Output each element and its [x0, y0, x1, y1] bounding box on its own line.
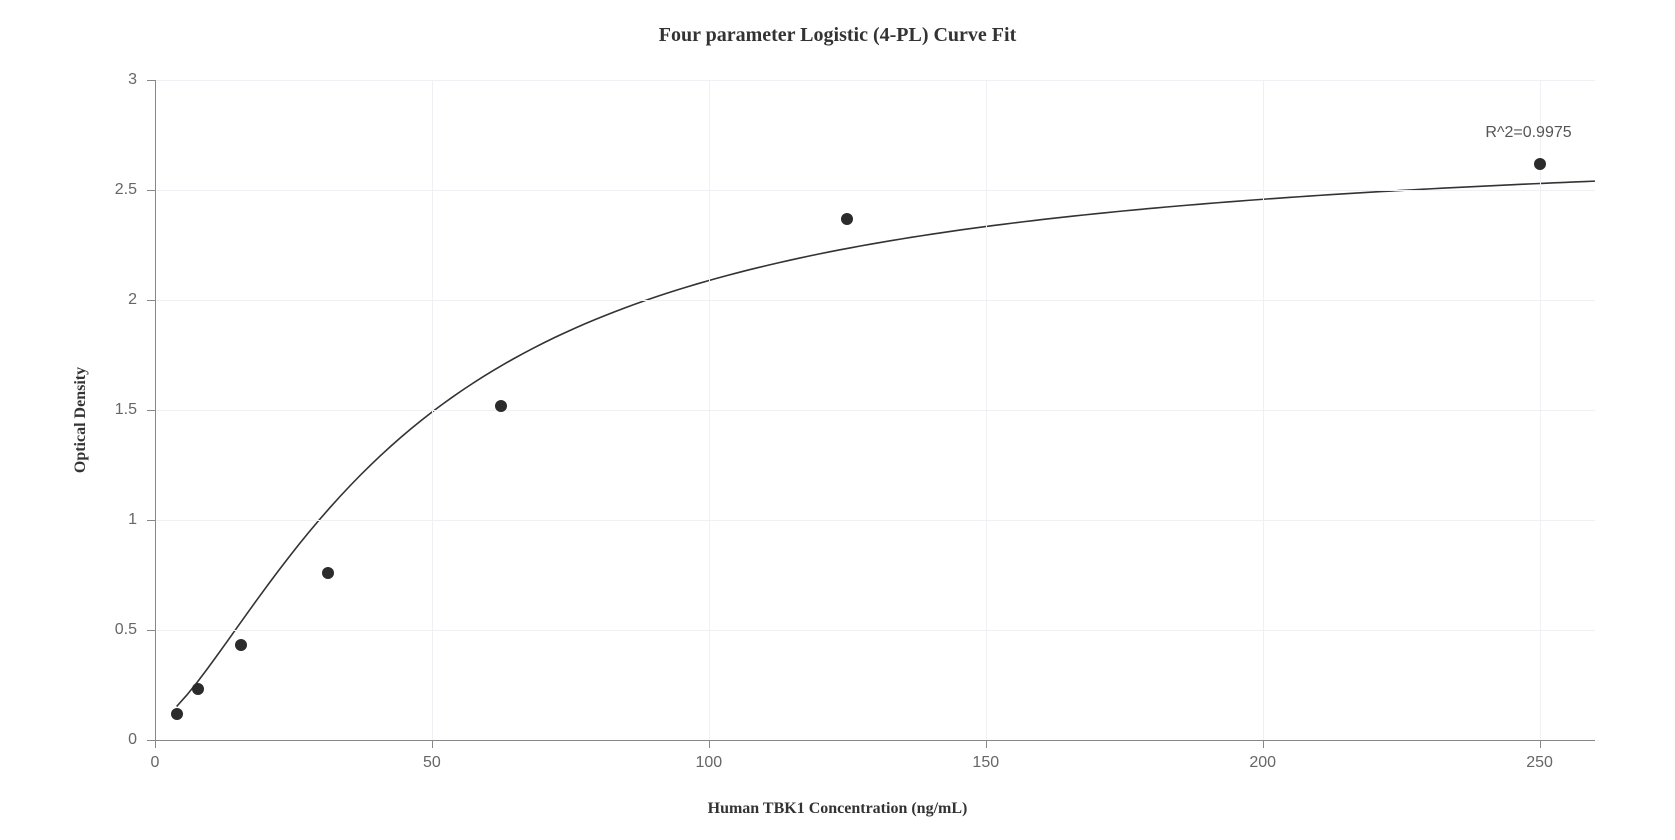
y-tick-label: 0 — [128, 731, 137, 749]
x-tick — [986, 740, 987, 748]
y-tick-label: 2 — [128, 291, 137, 309]
x-axis-label: Human TBK1 Concentration (ng/mL) — [0, 800, 1675, 818]
data-point — [841, 213, 853, 225]
y-tick-label: 2.5 — [115, 181, 137, 199]
y-tick-label: 0.5 — [115, 621, 137, 639]
y-tick — [147, 520, 155, 521]
y-tick — [147, 630, 155, 631]
y-axis-label: Optical Density — [72, 367, 90, 473]
y-tick — [147, 190, 155, 191]
x-tick-label: 200 — [1249, 754, 1276, 772]
grid-line-horizontal — [155, 630, 1595, 631]
x-tick — [709, 740, 710, 748]
x-tick-label: 0 — [151, 754, 160, 772]
grid-line-horizontal — [155, 410, 1595, 411]
grid-line-horizontal — [155, 190, 1595, 191]
grid-line-horizontal — [155, 300, 1595, 301]
grid-line-horizontal — [155, 520, 1595, 521]
x-tick-label: 250 — [1526, 754, 1553, 772]
grid-line-horizontal — [155, 80, 1595, 81]
y-tick-label: 3 — [128, 71, 137, 89]
y-tick-label: 1.5 — [115, 401, 137, 419]
x-tick-label: 150 — [972, 754, 999, 772]
r-squared-annotation: R^2=0.9975 — [1485, 124, 1571, 142]
data-point — [495, 400, 507, 412]
y-axis-line — [155, 80, 156, 740]
data-point — [322, 567, 334, 579]
chart-container: Four parameter Logistic (4-PL) Curve Fit… — [0, 0, 1675, 840]
plot-area: 05010015020025000.511.522.53R^2=0.9975 — [155, 80, 1595, 740]
y-tick — [147, 300, 155, 301]
x-tick — [432, 740, 433, 748]
x-tick — [1540, 740, 1541, 748]
x-tick-label: 50 — [423, 754, 441, 772]
y-tick-label: 1 — [128, 511, 137, 529]
y-tick — [147, 740, 155, 741]
x-tick-label: 100 — [695, 754, 722, 772]
data-point — [171, 708, 183, 720]
y-tick — [147, 410, 155, 411]
data-point — [1534, 158, 1546, 170]
data-point — [235, 639, 247, 651]
x-tick — [155, 740, 156, 748]
data-point — [192, 683, 204, 695]
y-tick — [147, 80, 155, 81]
x-tick — [1263, 740, 1264, 748]
x-axis-line — [155, 740, 1595, 741]
chart-title: Four parameter Logistic (4-PL) Curve Fit — [0, 24, 1675, 47]
